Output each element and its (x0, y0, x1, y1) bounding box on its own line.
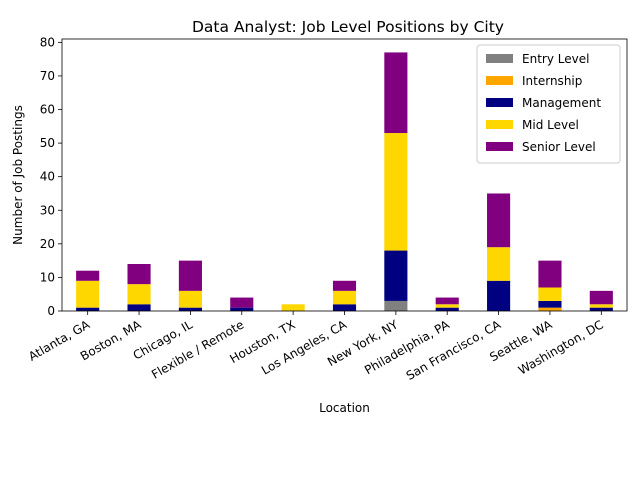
bar-management-seattle-wa (538, 300, 562, 308)
legend-swatch-internship (486, 76, 513, 85)
bar-mid-level-los-angeles-ca (332, 290, 357, 305)
legend-label-internship: Internship (522, 74, 582, 88)
legend-box (476, 44, 621, 164)
y-axis-ticks: 0 10 20 30 40 50 60 70 80 (40, 35, 62, 318)
chart-title: Data Analyst: Job Level Positions by Cit… (192, 18, 504, 36)
y-tick-label: 60 (40, 103, 55, 117)
legend-swatch-management (486, 98, 513, 107)
bar-mid-level-new-york-ny (384, 133, 408, 251)
y-tick-label: 20 (40, 237, 55, 251)
bar-internship-seattle-wa (538, 307, 562, 311)
bar-management-boston-ma (127, 304, 151, 311)
legend-label-mid-level: Mid Level (522, 118, 579, 132)
bar-senior-level-san-francisco-ca (487, 193, 511, 248)
x-tick-label-flexible-remote: Flexible / Remote (149, 317, 246, 381)
bar-entry-level-new-york-ny (384, 300, 408, 311)
bar-management-washington-dc (589, 307, 613, 311)
bar-mid-level-atlanta-ga (76, 280, 100, 308)
bar-senior-level-philadelphia-pa (435, 297, 459, 305)
x-tick-label-los-angeles-ca: Los Angeles, CA (259, 317, 350, 377)
bar-mid-level-chicago-il (178, 290, 202, 308)
bar-senior-level-seattle-wa (538, 260, 562, 288)
legend-swatch-senior-level (486, 142, 513, 151)
bar-mid-level-seattle-wa (538, 287, 562, 301)
y-axis-label: Number of Job Postings (11, 105, 25, 245)
legend-label-senior-level: Senior Level (522, 140, 596, 154)
y-tick-label: 70 (40, 69, 55, 83)
plot-area-frame (61, 38, 628, 312)
bar-mid-level-washington-dc (589, 304, 613, 308)
bar-management-los-angeles-ca (332, 304, 357, 311)
bar-mid-level-san-francisco-ca (487, 247, 511, 281)
bar-management-philadelphia-pa (435, 307, 459, 311)
bar-management-atlanta-ga (76, 307, 100, 311)
bar-management-new-york-ny (384, 250, 408, 301)
bar-senior-level-atlanta-ga (76, 270, 100, 281)
bars-group (76, 52, 613, 311)
bar-senior-level-boston-ma (127, 263, 151, 285)
legend-label-entry-level: Entry Level (522, 52, 589, 66)
y-tick-label: 50 (40, 136, 55, 150)
bar-mid-level-boston-ma (127, 284, 151, 305)
legend-label-management: Management (522, 96, 601, 110)
legend-swatch-entry-level (486, 54, 513, 63)
bar-management-san-francisco-ca (487, 280, 511, 311)
y-tick-label: 40 (40, 170, 55, 184)
y-tick-label: 80 (40, 35, 55, 49)
y-tick-label: 10 (40, 270, 55, 284)
bar-senior-level-flexible-remote (230, 297, 254, 308)
bar-management-chicago-il (178, 307, 202, 311)
bar-senior-level-los-angeles-ca (332, 280, 357, 291)
bar-senior-level-new-york-ny (384, 52, 408, 134)
legend: Entry Level Internship Management Mid Level… (476, 44, 621, 164)
bar-management-flexible-remote (230, 307, 254, 311)
x-tick-label-san-francisco-ca: San Francisco, CA (404, 317, 504, 383)
y-tick-label: 0 (47, 304, 55, 318)
bar-senior-level-washington-dc (589, 290, 613, 305)
bar-mid-level-philadelphia-pa (435, 304, 459, 308)
legend-swatch-mid-level (486, 120, 513, 129)
x-axis-label: Location (319, 401, 370, 415)
x-tick-label-washington-dc: Washington, DC (516, 317, 606, 377)
bar-senior-level-chicago-il (178, 260, 202, 291)
y-tick-label: 30 (40, 203, 55, 217)
bar-mid-level-houston-tx (281, 304, 305, 311)
